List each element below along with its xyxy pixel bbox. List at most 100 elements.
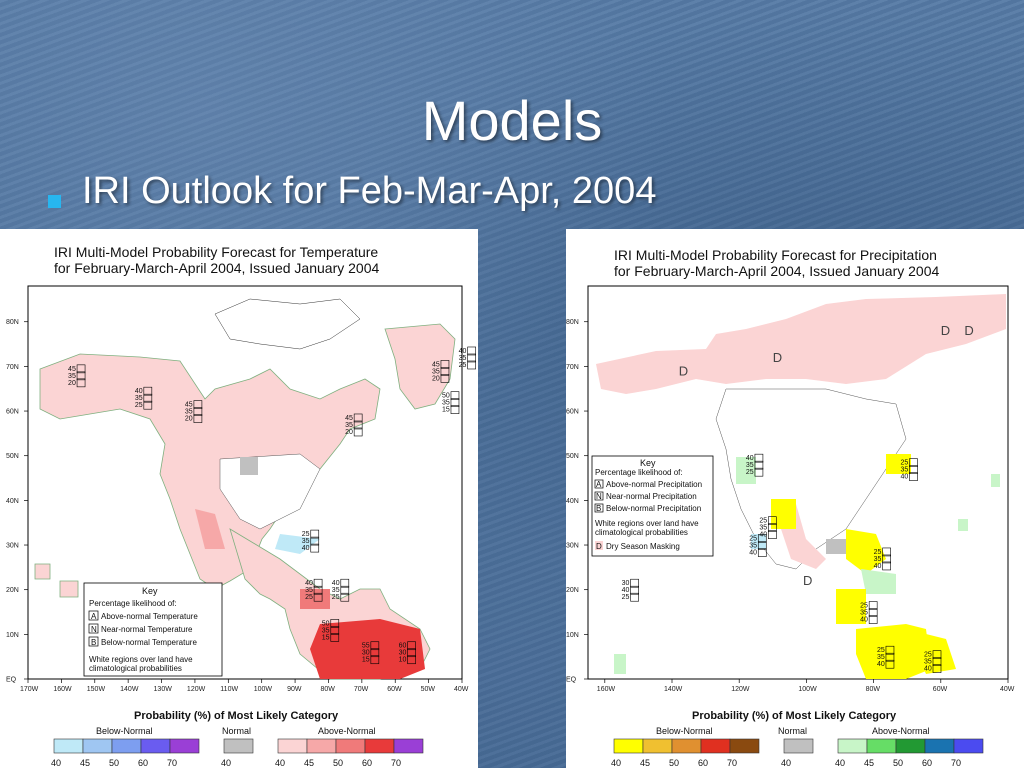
temp-key-note2: climatological probabilities (89, 664, 182, 673)
probability-value: 45 (345, 415, 353, 422)
legend-swatch-above (393, 738, 424, 754)
legend-swatch-below (642, 738, 673, 754)
precip-lat-ticks: 80N 70N 60N 50N 40N 30N 20N 10N EQ (566, 319, 588, 684)
probability-value: 35 (877, 654, 885, 661)
precip-key-title: Key (640, 458, 656, 468)
legend-swatch-above (837, 738, 868, 754)
probability-value: 40 (746, 455, 754, 462)
probability-value: 40 (759, 532, 767, 539)
temp-land (34, 298, 456, 680)
probability-value: 30 (399, 650, 407, 657)
probability-value: 15 (322, 634, 330, 641)
temp-lon-ticks: 170W 160W 150W 140W 130W 120W 110W 100W 90W 80W 70… (20, 679, 469, 693)
probability-value: 50 (442, 393, 450, 400)
probability-value: 40 (874, 563, 882, 570)
legend-swatch-above (364, 738, 395, 754)
temp-key-title: Key (142, 586, 158, 596)
lat-tick-label: 80N (6, 319, 19, 326)
legend-tick-below: 40 (611, 758, 621, 768)
temp-key-above: Above-normal Temperature (101, 612, 198, 621)
lat-tick-label: 60N (566, 409, 579, 416)
lat-tick-label: 40N (566, 498, 579, 505)
precip-key: Key Percentage likelihood of: A Above-no… (591, 455, 714, 557)
lon-tick-label: 100W (254, 686, 273, 693)
dry-season-mark: D (964, 323, 973, 338)
probability-value: 35 (332, 587, 340, 594)
probability-value: 25 (900, 460, 908, 467)
legend-swatch-above (924, 738, 955, 754)
legend-tick-below: 60 (698, 758, 708, 768)
lon-tick-label: 120W (187, 686, 206, 693)
legend-swatch-above (953, 738, 984, 754)
lat-tick-label: 30N (6, 543, 19, 550)
lat-tick-label: 30N (566, 543, 579, 550)
temp-legend-normal-label: Normal (222, 726, 251, 736)
legend-swatch-normal (223, 738, 254, 754)
lon-tick-label: 60W (387, 686, 402, 693)
probability-value: 40 (332, 580, 340, 587)
temp-key-near: Near-normal Temperature (101, 625, 193, 634)
probability-value: 20 (345, 429, 353, 436)
precip-key-dry: Dry Season Masking (606, 542, 680, 551)
lat-tick-label: 80N (566, 319, 579, 326)
precipitation-map: IRI Multi-Model Probability Forecast for… (566, 247, 1015, 768)
lat-tick-label: 50N (6, 453, 19, 460)
precip-key-note1: White regions over land have (595, 519, 699, 528)
probability-value: 35 (302, 538, 310, 545)
legend-tick-above: 45 (304, 758, 314, 768)
probability-value: 35 (924, 659, 932, 666)
probability-value: 20 (185, 416, 193, 423)
lon-tick-label: 130W (154, 686, 173, 693)
probability-value: 25 (459, 362, 467, 369)
temp-key-below: Below-normal Temperature (101, 638, 197, 647)
precip-legend-normal-label: Normal (778, 726, 807, 736)
temp-legend-above-label: Above-Normal (318, 726, 376, 736)
precip-title-line1: IRI Multi-Model Probability Forecast for… (614, 247, 937, 263)
legend-tick-below: 50 (109, 758, 119, 768)
lon-tick-label: 50W (421, 686, 436, 693)
precip-land (596, 294, 1006, 679)
legend-tick-below: 70 (167, 758, 177, 768)
lon-tick-label: 160W (597, 686, 616, 693)
temp-key-subtitle: Percentage likelihood of: (89, 599, 177, 608)
lon-tick-label: 80W (866, 686, 881, 693)
legend-tick-below: 45 (640, 758, 650, 768)
precip-legend-below-label: Below-Normal (656, 726, 713, 736)
probability-value: 35 (135, 395, 143, 402)
legend-tick-below: 60 (138, 758, 148, 768)
probability-value: 35 (305, 587, 313, 594)
legend-tick-normal: 40 (781, 758, 791, 768)
lat-tick-label: 40N (6, 498, 19, 505)
probability-value: 40 (877, 661, 885, 668)
probability-value: 40 (305, 580, 313, 587)
lat-tick-label: EQ (6, 677, 17, 684)
lat-tick-label: 10N (566, 632, 579, 639)
lat-tick-label: 50N (566, 453, 579, 460)
probability-value: 40 (749, 550, 757, 557)
probability-value: 35 (185, 409, 193, 416)
legend-swatch-above (866, 738, 897, 754)
probability-value: 25 (746, 469, 754, 476)
probability-value: 30 (362, 650, 370, 657)
legend-swatch-below (140, 738, 171, 754)
legend-tick-normal: 40 (221, 758, 231, 768)
lat-tick-label: 70N (566, 364, 579, 371)
lon-tick-label: 80W (320, 686, 335, 693)
legend-swatch-below (169, 738, 200, 754)
probability-value: 25 (302, 531, 310, 538)
lon-tick-label: 120W (731, 686, 750, 693)
probability-value: 25 (135, 402, 143, 409)
lon-tick-label: 60W (933, 686, 948, 693)
precipitation-map-panel: IRI Multi-Model Probability Forecast for… (566, 229, 1024, 768)
